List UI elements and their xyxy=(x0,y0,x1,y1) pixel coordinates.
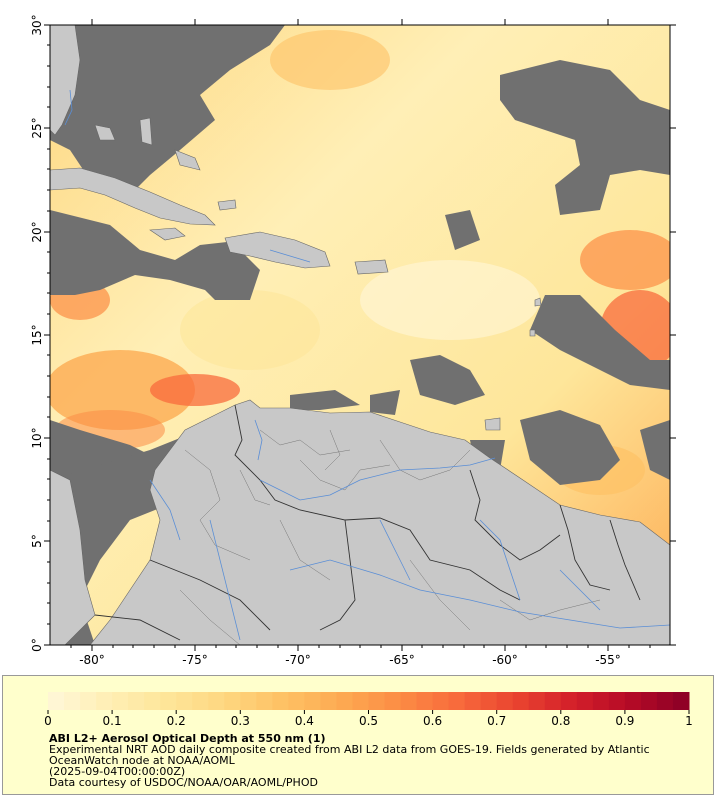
colorbar-cell xyxy=(96,692,113,710)
colorbar-cell xyxy=(624,692,642,710)
lat-tick-label: 10° xyxy=(30,427,44,448)
rivers xyxy=(64,89,670,641)
colorbar-tick-label: 0.6 xyxy=(423,714,442,728)
lon-tick-label: -55° xyxy=(595,653,621,667)
colorbar-tick-label: 0.4 xyxy=(295,714,314,728)
colorbar-cell xyxy=(464,692,482,710)
colorbar-cell xyxy=(48,692,65,710)
colorbar-cell xyxy=(336,692,353,710)
colorbar-cell xyxy=(560,692,578,710)
colorbar-cell xyxy=(320,692,337,710)
lon-axis xyxy=(91,19,609,651)
colorbar-tick-label: 0.7 xyxy=(487,714,506,728)
colorbar-tick-label: 0.3 xyxy=(231,714,250,728)
colorbar-cell xyxy=(224,692,241,710)
colorbar-cell xyxy=(288,692,305,710)
colorbar-cell xyxy=(448,692,466,710)
lon-tick-label: -70° xyxy=(285,653,311,667)
colorbar-cell xyxy=(368,692,386,710)
colorbar-cell xyxy=(160,692,177,710)
lat-tick-label: 15° xyxy=(30,324,44,345)
colorbar-cell xyxy=(416,692,434,710)
colorbar-cell xyxy=(240,692,257,710)
legend-date: (2025-09-04T00:00:00Z) xyxy=(49,765,186,778)
colorbar-cell xyxy=(272,692,289,710)
colorbar-tick-label: 1 xyxy=(685,714,693,728)
colorbar-cell xyxy=(544,692,562,710)
colorbar-cell xyxy=(400,692,418,710)
colorbar-cell xyxy=(608,692,626,710)
aod-map: -80° -75° -70° -65° -60° -55° 0° 5° 10° … xyxy=(30,14,676,667)
colorbar-cell xyxy=(384,692,402,710)
colorbar-cell xyxy=(656,692,674,710)
lat-axis xyxy=(44,24,676,646)
country-borders xyxy=(94,404,641,641)
colorbar-cell xyxy=(256,692,273,710)
lon-tick-label: -60° xyxy=(492,653,518,667)
colorbar-cell xyxy=(640,692,658,710)
colorbar: 0 0.1 0.2 0.3 0.4 0.5 0.6 0.7 0.8 0.9 1 xyxy=(44,692,693,728)
colorbar-cells xyxy=(48,692,690,710)
colorbar-cell xyxy=(576,692,594,710)
colorbar-tick-label: 0.2 xyxy=(167,714,186,728)
lon-tick-label: -65° xyxy=(389,653,415,667)
land xyxy=(50,25,670,645)
colorbar-cell xyxy=(80,692,97,710)
colorbar-tick-label: 0.1 xyxy=(103,714,122,728)
colorbar-cell xyxy=(352,692,369,710)
colorbar-tick-label: 0.9 xyxy=(615,714,634,728)
legend-credit: Data courtesy of USDOC/NOAA/OAR/AOML/PHO… xyxy=(49,776,318,789)
colorbar-cell xyxy=(432,692,450,710)
colorbar-tick-label: 0.8 xyxy=(551,714,570,728)
colorbar-ticks: 0 0.1 0.2 0.3 0.4 0.5 0.6 0.7 0.8 0.9 1 xyxy=(44,710,693,728)
colorbar-cell xyxy=(192,692,209,710)
state-borders xyxy=(179,429,601,645)
legend-title: ABI L2+ Aerosol Optical Depth at 550 nm … xyxy=(49,732,326,745)
legend-text: ABI L2+ Aerosol Optical Depth at 550 nm … xyxy=(49,733,709,788)
colorbar-cell xyxy=(208,692,225,710)
colorbar-cell xyxy=(176,692,193,710)
colorbar-cell xyxy=(64,692,81,710)
lat-tick-label: 0° xyxy=(30,638,44,652)
colorbar-cell xyxy=(144,692,161,710)
colorbar-cell xyxy=(112,692,129,710)
colorbar-tick-label: 0.5 xyxy=(359,714,378,728)
colorbar-cell xyxy=(592,692,610,710)
colorbar-cell xyxy=(528,692,546,710)
colorbar-cell xyxy=(304,692,321,710)
lon-tick-label: -80° xyxy=(79,653,105,667)
colorbar-cell xyxy=(512,692,530,710)
colorbar-cell xyxy=(480,692,498,710)
lat-tick-label: 5° xyxy=(30,534,44,548)
colorbar-cell xyxy=(128,692,145,710)
lat-tick-label: 30° xyxy=(30,14,44,35)
colorbar-cell xyxy=(496,692,514,710)
lat-tick-label: 20° xyxy=(30,221,44,242)
colorbar-tick-label: 0 xyxy=(44,714,52,728)
colorbar-cell xyxy=(672,692,690,710)
lat-tick-label: 25° xyxy=(30,117,44,138)
lon-tick-label: -75° xyxy=(182,653,208,667)
legend-description: Experimental NRT AOD daily composite cre… xyxy=(49,743,654,767)
legend-panel: 0 0.1 0.2 0.3 0.4 0.5 0.6 0.7 0.8 0.9 1 ABI L2+ Ae… xyxy=(2,675,714,795)
